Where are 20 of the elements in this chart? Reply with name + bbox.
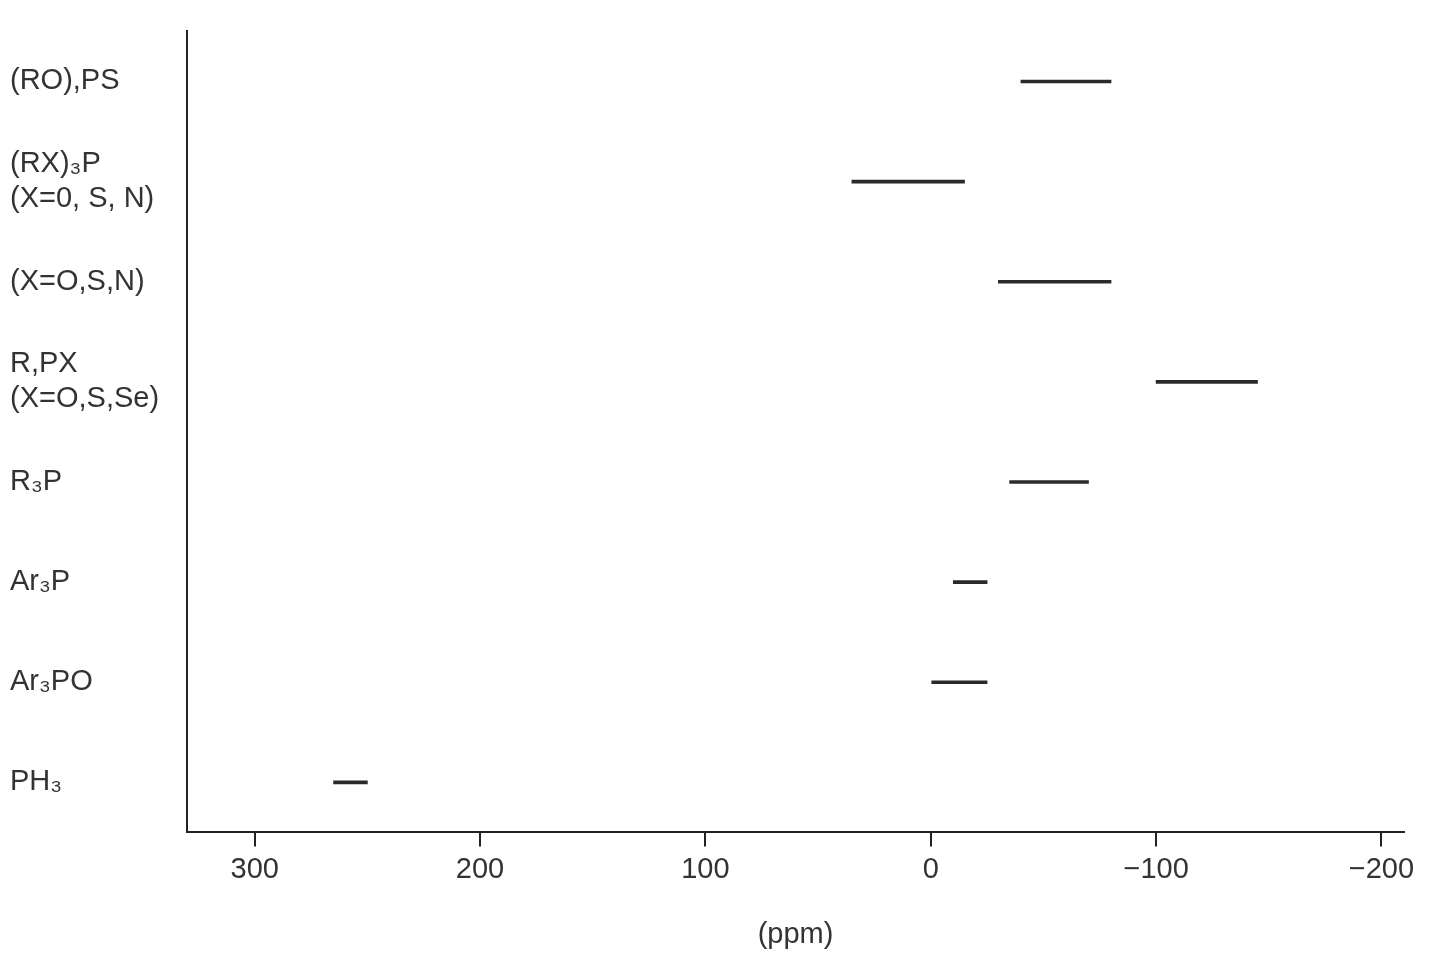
x-tick-label: −200 <box>1348 851 1415 884</box>
y-tick-label: R,PX (X=O,S,Se) <box>10 346 160 414</box>
x-tick-label: 0 <box>922 851 939 884</box>
y-tick-label: R₃P <box>10 463 63 496</box>
x-tick-label: 200 <box>455 851 505 884</box>
x-axis-title: (ppm) <box>757 916 834 949</box>
y-tick-label: (X=O,S,N) <box>10 263 145 296</box>
y-tick-label: (RX)₃P (X=0, S, N) <box>10 146 155 213</box>
bar <box>998 279 1112 284</box>
y-tick-label: (RO),PS <box>10 63 120 96</box>
x-tick-label: 100 <box>681 851 730 884</box>
y-tick-label: Ar₃PO <box>10 664 93 697</box>
bar <box>1155 380 1258 384</box>
bar <box>931 680 988 685</box>
y-tick-label: PH₃ <box>10 764 63 797</box>
x-tick-label: −100 <box>1123 851 1189 884</box>
y-tick-label: Ar₃P <box>10 564 71 597</box>
bar <box>1009 480 1089 484</box>
bar <box>952 580 988 584</box>
x-tick-label: 300 <box>230 851 279 884</box>
